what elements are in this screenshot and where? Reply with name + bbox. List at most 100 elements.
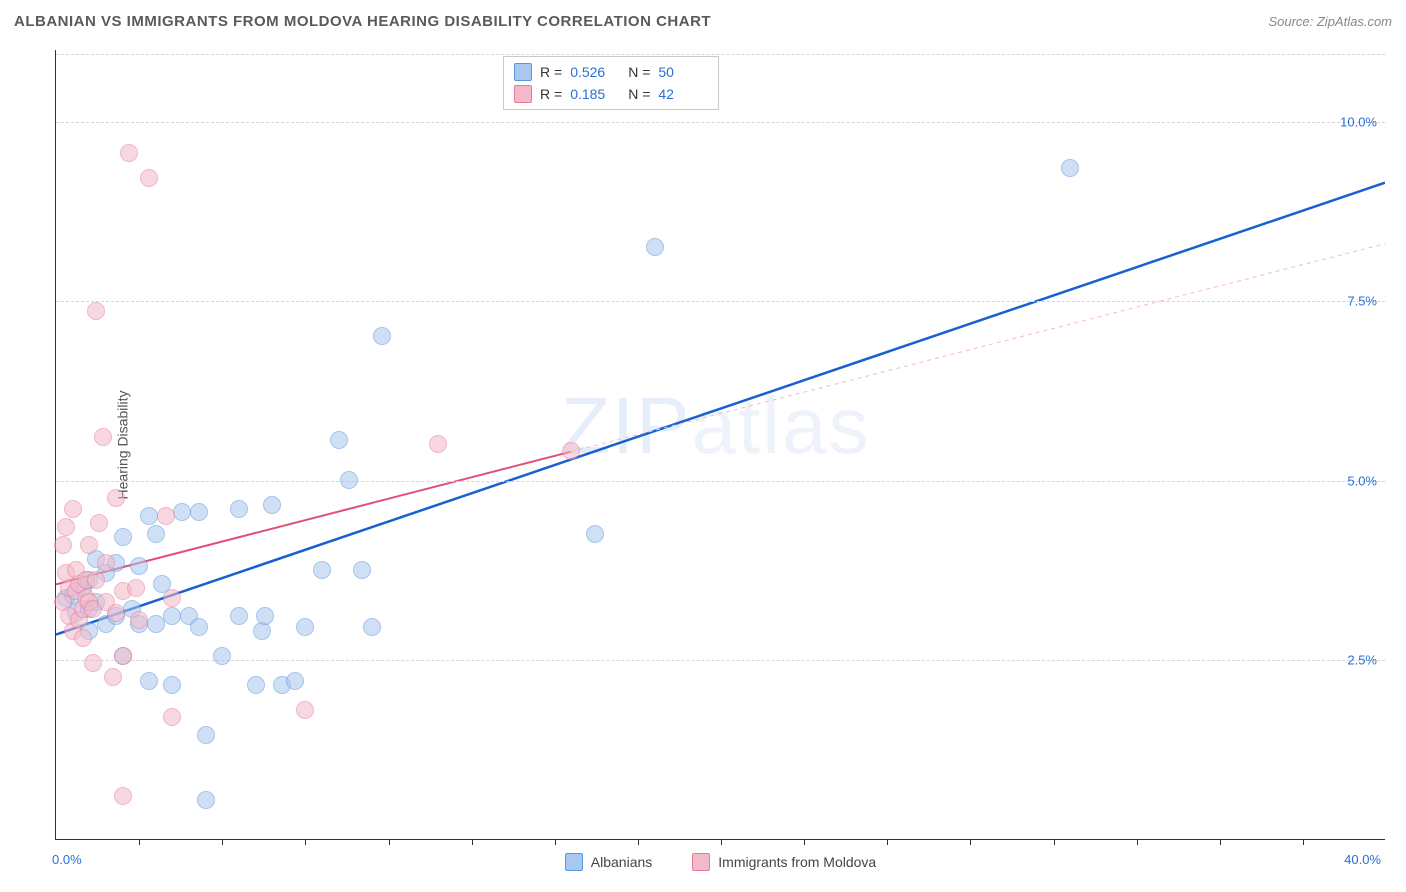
r-value-albanians: 0.526	[570, 61, 620, 83]
gridline-h	[56, 301, 1385, 302]
x-tick-mark	[1137, 839, 1138, 845]
point-moldova	[87, 302, 105, 320]
point-moldova	[130, 611, 148, 629]
point-moldova	[163, 589, 181, 607]
point-albanians	[247, 676, 265, 694]
series-legend: Albanians Immigrants from Moldova	[56, 853, 1385, 871]
point-moldova	[163, 708, 181, 726]
swatch-albanians	[565, 853, 583, 871]
point-moldova	[157, 507, 175, 525]
x-tick-label: 0.0%	[52, 852, 82, 867]
point-albanians	[256, 607, 274, 625]
gridline-h	[56, 54, 1385, 55]
point-moldova	[90, 514, 108, 532]
x-tick-mark	[1220, 839, 1221, 845]
point-moldova	[120, 144, 138, 162]
point-moldova	[80, 536, 98, 554]
r-label: R =	[540, 83, 562, 105]
legend-label-albanians: Albanians	[591, 854, 653, 870]
point-albanians	[313, 561, 331, 579]
x-tick-mark	[305, 839, 306, 845]
gridline-h	[56, 660, 1385, 661]
point-moldova	[64, 500, 82, 518]
point-moldova	[429, 435, 447, 453]
point-albanians	[586, 525, 604, 543]
x-tick-mark	[638, 839, 639, 845]
legend-item-moldova: Immigrants from Moldova	[692, 853, 876, 871]
y-tick-label: 2.5%	[1347, 653, 1377, 668]
point-albanians	[263, 496, 281, 514]
point-moldova	[74, 629, 92, 647]
y-tick-label: 7.5%	[1347, 294, 1377, 309]
point-moldova	[107, 604, 125, 622]
point-albanians	[173, 503, 191, 521]
correlation-legend: R = 0.526 N = 50 R = 0.185 N = 42	[503, 56, 719, 110]
point-albanians	[353, 561, 371, 579]
trend-lines	[56, 50, 1385, 839]
legend-item-albanians: Albanians	[565, 853, 653, 871]
r-value-moldova: 0.185	[570, 83, 620, 105]
point-moldova	[54, 536, 72, 554]
point-albanians	[140, 672, 158, 690]
point-moldova	[107, 489, 125, 507]
x-tick-mark	[389, 839, 390, 845]
x-tick-mark	[1054, 839, 1055, 845]
swatch-albanians	[514, 63, 532, 81]
legend-row-moldova: R = 0.185 N = 42	[514, 83, 708, 105]
point-albanians	[213, 647, 231, 665]
point-albanians	[373, 327, 391, 345]
n-value-moldova: 42	[658, 83, 708, 105]
n-label: N =	[628, 61, 650, 83]
trend-line	[56, 183, 1385, 635]
x-tick-label: 40.0%	[1344, 852, 1381, 867]
gridline-h	[56, 481, 1385, 482]
point-moldova	[114, 787, 132, 805]
chart-title: ALBANIAN VS IMMIGRANTS FROM MOLDOVA HEAR…	[14, 13, 711, 30]
point-albanians	[340, 471, 358, 489]
point-moldova	[57, 518, 75, 536]
point-albanians	[140, 507, 158, 525]
point-albanians	[147, 525, 165, 543]
plot-area: Hearing Disability ZIPatlas R = 0.526 N …	[55, 50, 1385, 840]
point-albanians	[163, 676, 181, 694]
point-albanians	[646, 238, 664, 256]
point-albanians	[147, 615, 165, 633]
point-moldova	[104, 668, 122, 686]
x-tick-mark	[804, 839, 805, 845]
y-tick-label: 5.0%	[1347, 473, 1377, 488]
point-albanians	[230, 500, 248, 518]
x-tick-mark	[887, 839, 888, 845]
gridline-h	[56, 122, 1385, 123]
x-tick-mark	[555, 839, 556, 845]
x-tick-mark	[1303, 839, 1304, 845]
point-moldova	[296, 701, 314, 719]
source-label: Source: ZipAtlas.com	[1268, 14, 1392, 29]
point-albanians	[197, 726, 215, 744]
point-moldova	[84, 654, 102, 672]
point-albanians	[130, 557, 148, 575]
swatch-moldova	[514, 85, 532, 103]
legend-label-moldova: Immigrants from Moldova	[718, 854, 876, 870]
x-tick-mark	[472, 839, 473, 845]
legend-row-albanians: R = 0.526 N = 50	[514, 61, 708, 83]
point-moldova	[562, 442, 580, 460]
point-albanians	[1061, 159, 1079, 177]
point-moldova	[97, 554, 115, 572]
point-moldova	[140, 169, 158, 187]
y-axis-label: Hearing Disability	[114, 390, 130, 499]
point-albanians	[114, 528, 132, 546]
point-albanians	[230, 607, 248, 625]
point-albanians	[286, 672, 304, 690]
point-moldova	[87, 571, 105, 589]
n-label: N =	[628, 83, 650, 105]
point-moldova	[94, 428, 112, 446]
point-albanians	[190, 503, 208, 521]
x-tick-mark	[222, 839, 223, 845]
point-moldova	[127, 579, 145, 597]
r-label: R =	[540, 61, 562, 83]
x-tick-mark	[721, 839, 722, 845]
trend-line	[571, 244, 1385, 452]
n-value-albanians: 50	[658, 61, 708, 83]
point-moldova	[114, 647, 132, 665]
swatch-moldova	[692, 853, 710, 871]
